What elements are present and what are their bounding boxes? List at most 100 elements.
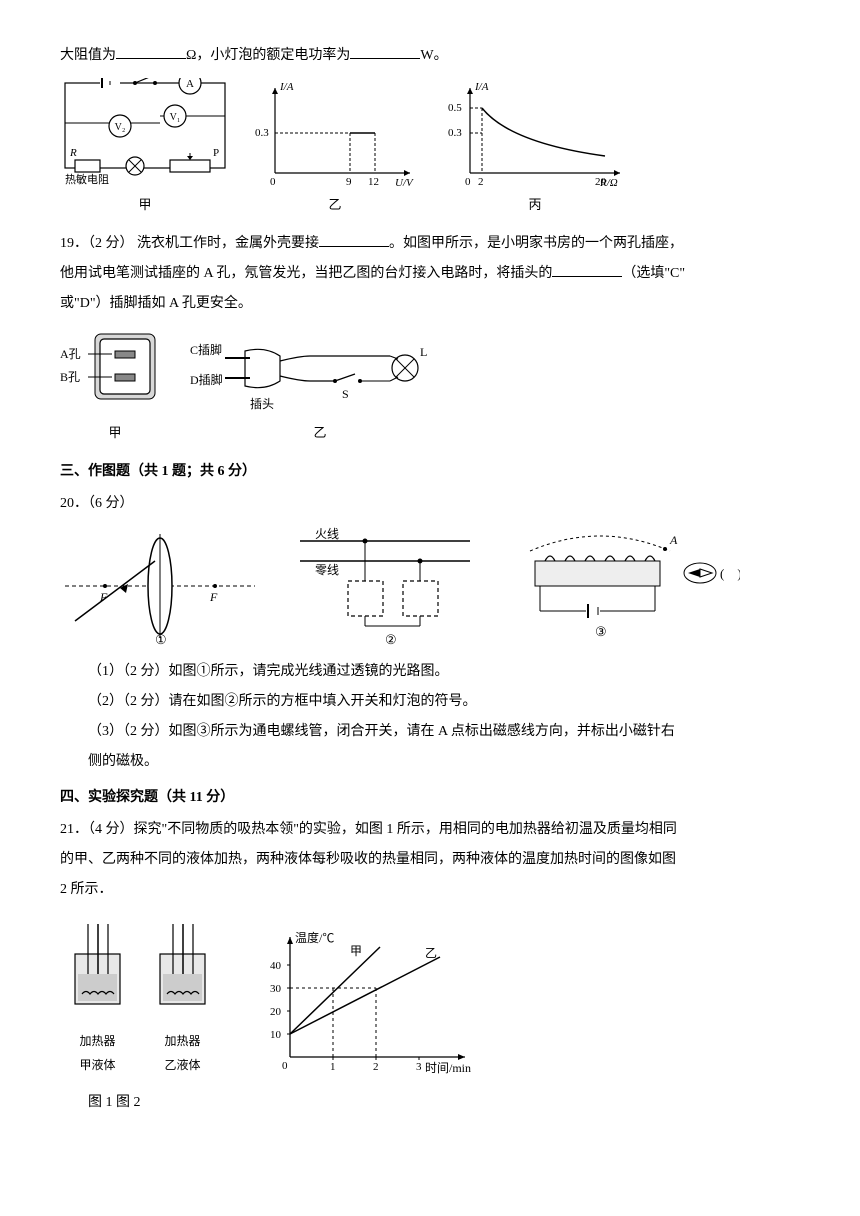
svg-text:0.5: 0.5 <box>448 102 462 114</box>
q19-text4: 或"D"）插脚插如 A 孔更安全。 <box>60 296 252 311</box>
svg-text:零线: 零线 <box>315 563 339 577</box>
blank-pin[interactable] <box>552 260 622 277</box>
svg-text:10: 10 <box>270 1029 282 1041</box>
q18-graph2: I/A R/Ω 0.5 0.3 0 2 20 <box>440 78 630 188</box>
q19-plug-circuit: C插脚 D插脚 插头 S L <box>190 326 450 416</box>
q20-sub3b: 侧的磁极。 <box>60 748 800 776</box>
svg-text:I/A: I/A <box>474 81 489 93</box>
q19-text1: 。如图甲所示，是小明家书房的一个两孔插座， <box>389 236 683 251</box>
q18-figures: A V₁ V₂ R P 热敏电阻 甲 <box>60 78 800 218</box>
q19-socket: A孔 B孔 <box>60 326 170 416</box>
q19-plug-caption: 乙 <box>190 420 450 446</box>
blank-power[interactable] <box>350 42 420 59</box>
q21-beaker2-container: 加热器 乙液体 <box>145 919 220 1077</box>
svg-text:V₁: V₁ <box>170 112 181 123</box>
blank-resistance[interactable] <box>116 42 186 59</box>
q20-lens-diagram: F F ① <box>60 526 260 646</box>
q18-graph2-container: I/A R/Ω 0.5 0.3 0 2 20 丙 <box>440 78 630 218</box>
svg-text:S: S <box>342 387 349 401</box>
q20-sub1: （1）（2 分）如图①所示，请完成光线通过透镜的光路图。 <box>60 658 800 686</box>
q20-fig1-container: F F ① <box>60 526 260 646</box>
svg-text:I/A: I/A <box>279 81 294 93</box>
section4-title: 四、实验探究题（共 11 分） <box>60 784 800 812</box>
q18-circuit-diagram: A V₁ V₂ R P 热敏电阻 <box>60 78 230 188</box>
svg-text:温度/℃: 温度/℃ <box>295 930 334 945</box>
q21-beaker1 <box>60 919 135 1029</box>
svg-text:F: F <box>99 590 108 604</box>
q18-circuit-container: A V₁ V₂ R P 热敏电阻 甲 <box>60 78 230 218</box>
svg-text:插头: 插头 <box>250 397 274 411</box>
svg-text:20: 20 <box>270 1006 282 1018</box>
svg-text:1: 1 <box>330 1061 336 1073</box>
q21-text1: 的甲、乙两种不同的液体加热，两种液体每秒吸收的热量相同，两种液体的温度加热时间的… <box>60 846 800 874</box>
q19-line1: 19．（2 分） 洗衣机工作时，金属外壳要接 。如图甲所示，是小明家书房的一个两孔… <box>60 230 800 258</box>
q20-fig3-container: A ( ) ③ <box>510 526 740 646</box>
q18-opening: 大阻值为Ω，小灯泡的额定电功率为W。 <box>60 42 800 70</box>
svg-text:V₂: V₂ <box>115 122 126 133</box>
q21-beaker2-liquid: 乙液体 <box>145 1053 220 1077</box>
svg-text:C插脚: C插脚 <box>190 342 222 357</box>
svg-text:时间/min: 时间/min <box>425 1061 471 1075</box>
svg-text:0.3: 0.3 <box>255 127 269 139</box>
q20-sub3: （3）（2 分）如图③所示为通电螺线管，闭合开关，请在 A 点标出磁感线方向，并… <box>60 718 800 746</box>
svg-text:L: L <box>420 345 427 359</box>
svg-text:R: R <box>69 147 77 159</box>
svg-text:40: 40 <box>270 960 282 972</box>
q21-number: 21．（4 分）探究"不同物质的吸热本领"的实验，如图 1 所示，用相同的电加热… <box>60 816 800 844</box>
section3-title: 三、作图题（共 1 题；共 6 分） <box>60 458 800 486</box>
q18-prefix: 大阻值为 <box>60 48 116 63</box>
q20-figures: F F ① 火线 零线 ② <box>60 526 800 646</box>
svg-text:A: A <box>186 78 194 90</box>
q18-circuit-caption: 甲 <box>60 192 230 218</box>
q19-plug-container: C插脚 D插脚 插头 S L 乙 <box>190 326 450 446</box>
svg-text:热敏电阻: 热敏电阻 <box>65 172 109 186</box>
q19-figures: A孔 B孔 甲 C插脚 D插脚 插头 S <box>60 326 800 446</box>
q20-circuit-boxes: 火线 零线 ② <box>290 526 480 646</box>
q18-graph2-caption: 丙 <box>440 192 630 218</box>
svg-text:( ): ( ) <box>720 566 740 581</box>
svg-text:B孔: B孔 <box>60 370 80 384</box>
q20-sub2: （2）（2 分）请在如图②所示的方框中填入开关和灯泡的符号。 <box>60 688 800 716</box>
svg-text:②: ② <box>385 632 397 646</box>
q18-graph1-container: I/A U/V 0.3 0 9 12 乙 <box>250 78 420 218</box>
q21-beaker2-heater: 加热器 <box>145 1029 220 1053</box>
svg-text:3: 3 <box>416 1061 422 1073</box>
svg-text:甲: 甲 <box>350 944 362 958</box>
svg-text:2: 2 <box>373 1061 379 1073</box>
svg-text:F: F <box>209 590 218 604</box>
q21-graph: 温度/℃ 时间/min 40 30 20 10 0 1 2 3 甲 <box>250 927 480 1077</box>
q20-number: 20．（6 分） <box>60 490 800 518</box>
q21-beaker2 <box>145 919 220 1029</box>
svg-text:20: 20 <box>595 176 607 188</box>
blank-ground[interactable] <box>319 230 389 247</box>
svg-text:P: P <box>213 147 219 159</box>
q21-beaker1-liquid: 甲液体 <box>60 1053 135 1077</box>
q19-line3: 或"D"）插脚插如 A 孔更安全。 <box>60 290 800 318</box>
svg-text:2: 2 <box>478 176 484 188</box>
svg-text:0: 0 <box>282 1060 288 1072</box>
svg-text:U/V: U/V <box>395 177 414 188</box>
q21-caption: 图 1 图 2 <box>60 1089 800 1117</box>
svg-text:火线: 火线 <box>315 527 339 541</box>
svg-text:12: 12 <box>368 176 379 188</box>
svg-text:D插脚: D插脚 <box>190 372 223 387</box>
svg-text:0: 0 <box>270 176 276 188</box>
q21-text2: 2 所示． <box>60 876 800 904</box>
q21-beaker1-container: 加热器 甲液体 <box>60 919 135 1077</box>
q19-line2: 他用试电笔测试插座的 A 孔，氖管发光，当把乙图的台灯接入电路时，将插头的 （选填… <box>60 260 800 288</box>
q21-graph-container: 温度/℃ 时间/min 40 30 20 10 0 1 2 3 甲 <box>250 927 480 1077</box>
q19-number: 19．（2 分） 洗衣机工作时，金属外壳要接 <box>60 236 319 251</box>
q19-socket-caption: 甲 <box>60 420 170 446</box>
svg-text:9: 9 <box>346 176 352 188</box>
q19-text3: （选填"C" <box>622 266 685 281</box>
q18-graph1: I/A U/V 0.3 0 9 12 <box>250 78 420 188</box>
svg-text:③: ③ <box>595 624 607 639</box>
q20-solenoid: A ( ) ③ <box>510 526 740 646</box>
q19-text2: 他用试电笔测试插座的 A 孔，氖管发光，当把乙图的台灯接入电路时，将插头的 <box>60 266 552 281</box>
q18-unit1: Ω，小灯泡的额定电功率为 <box>186 48 350 63</box>
q20-fig2-container: 火线 零线 ② <box>290 526 480 646</box>
svg-text:0.3: 0.3 <box>448 127 462 139</box>
q18-graph1-caption: 乙 <box>250 192 420 218</box>
svg-text:A孔: A孔 <box>60 347 81 361</box>
svg-text:30: 30 <box>270 983 282 995</box>
